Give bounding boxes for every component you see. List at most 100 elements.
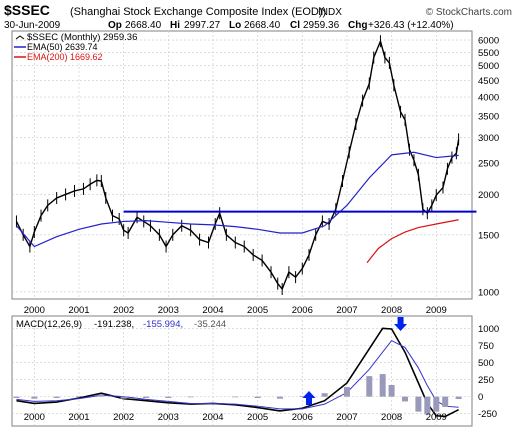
legend-ema50: EMA(50) 2639.74 [27, 42, 98, 52]
price-x-tick-label: 2005 [247, 305, 268, 316]
price-x-axis: 2000 2001 2002 2003 2004 2005 2006 2007 2008 2009 [24, 305, 447, 316]
price-x-tick-label: 2004 [202, 305, 223, 316]
histogram-bar [75, 395, 82, 397]
macd-legend: MACD(12,26,9) -191.238, -155.994, -35.24… [16, 319, 226, 330]
price-y-tick-label: 6000 [478, 36, 499, 47]
macd-panel [11, 315, 473, 427]
price-y-tick-label: 2500 [478, 159, 499, 170]
macd-x-tick-label: 2000 [24, 412, 45, 423]
histogram-bar [379, 374, 386, 397]
close-label: Cl [290, 20, 300, 31]
open-label: Op [108, 20, 122, 31]
high-label: Hi [170, 20, 180, 31]
ema50-line [16, 151, 459, 248]
legend-price: $SSEC (Monthly) 2959.36 [27, 32, 137, 43]
histogram-bar [31, 396, 38, 399]
histogram-bar [366, 376, 373, 397]
chart-date: 30-Jun-2009 [4, 20, 61, 31]
histogram-bar [120, 396, 127, 399]
histogram-bar [53, 396, 60, 398]
price-y-tick-label: 3500 [478, 111, 499, 122]
arrow-up-icon [302, 391, 316, 405]
price-y-tick-label: 4000 [478, 93, 499, 104]
price-y-tick-label: 5500 [478, 48, 499, 59]
price-y-tick-label: 2000 [478, 190, 499, 201]
macd-x-tick-label: 2007 [336, 412, 357, 423]
low-label: Lo [229, 20, 241, 31]
ema200-line [366, 219, 459, 264]
histogram-bar [455, 396, 462, 400]
macd-y-tick-label: 250 [478, 375, 494, 386]
change-label: Chg [348, 20, 367, 31]
price-line-series [15, 35, 460, 296]
macd-histogram [13, 374, 462, 415]
price-series [15, 35, 477, 296]
histogram-bar [299, 395, 306, 397]
histogram-bar [402, 396, 409, 402]
price-x-tick-label: 2003 [158, 305, 179, 316]
price-y-tick-label: 3000 [478, 133, 499, 144]
histogram-bar [433, 396, 440, 412]
open-value: 2668.40 [125, 20, 162, 31]
macd-legend-signal: -155.994, [143, 319, 183, 330]
histogram-bar [343, 387, 350, 397]
histogram-bar [165, 396, 172, 398]
histogram-bar [276, 396, 283, 399]
arrow-down-icon [394, 317, 408, 331]
chart-name: (Shanghai Stock Exchange Composite Index… [70, 6, 326, 18]
macd-x-tick-label: 2005 [247, 412, 268, 423]
macd-y-tick-label: -250 [478, 409, 497, 420]
macd-y-axis: -250 0 250 500 750 1000 [478, 324, 499, 420]
histogram-bar [142, 396, 149, 398]
price-x-tick-label: 2007 [336, 305, 357, 316]
histogram-bar [232, 396, 239, 398]
chart-symbol: $SSEC [4, 2, 50, 18]
price-y-axis: 1000 1500 2000 2500 3000 3500 4000 4500 5000 5500… [478, 36, 499, 299]
macd-series [13, 327, 462, 418]
price-line [15, 39, 460, 291]
macd-x-tick-label: 2009 [426, 412, 447, 423]
price-x-tick-label: 2006 [292, 305, 313, 316]
price-x-tick-label: 2001 [68, 305, 89, 316]
price-panel [11, 30, 473, 300]
histogram-bar [187, 396, 194, 398]
macd-legend-hist: -35.244 [194, 319, 226, 330]
macd-y-tick-label: 0 [478, 392, 483, 403]
high-value: 2997.27 [184, 20, 221, 31]
chart-exchange: INDX [318, 7, 342, 18]
histogram-bar [13, 396, 20, 398]
low-value: 2668.40 [244, 20, 281, 31]
histogram-bar [321, 393, 328, 397]
price-x-tick-label: 2002 [113, 305, 134, 316]
price-legend: $SSEC (Monthly) 2959.36 EMA(50) 2639.74 … [14, 32, 137, 62]
legend-ema200: EMA(200) 1669.62 [27, 52, 103, 62]
signal-line [16, 339, 459, 410]
price-grid [12, 31, 472, 299]
price-y-tick-label: 1500 [478, 230, 499, 241]
histogram-bar [415, 396, 422, 412]
price-x-tick-label: 2000 [24, 305, 45, 316]
macd-y-tick-label: 500 [478, 358, 494, 369]
histogram-bar [98, 394, 105, 397]
histogram-bar [254, 396, 261, 398]
macd-line [16, 327, 459, 418]
watermark: © StockCharts.com [426, 7, 512, 18]
histogram-bar [442, 396, 449, 407]
macd-y-tick-label: 750 [478, 341, 494, 352]
legend-price-swatch [15, 35, 25, 40]
macd-legend-name: MACD(12,26,9) [16, 319, 82, 330]
price-y-tick-label: 5000 [478, 61, 499, 72]
macd-x-tick-label: 2003 [158, 412, 179, 423]
macd-x-tick-label: 2004 [202, 412, 223, 423]
price-y-tick-label: 1000 [478, 287, 499, 298]
close-value: 2959.36 [303, 20, 340, 31]
macd-arrows [302, 317, 408, 405]
price-y-tick-label: 4500 [478, 76, 499, 87]
histogram-bar [424, 396, 431, 415]
change-value: +326.43 (+12.40%) [368, 20, 454, 31]
macd-x-tick-label: 2008 [381, 412, 402, 423]
macd-x-tick-label: 2006 [292, 412, 313, 423]
price-x-tick-label: 2009 [426, 305, 447, 316]
price-x-tick-label: 2008 [381, 305, 402, 316]
